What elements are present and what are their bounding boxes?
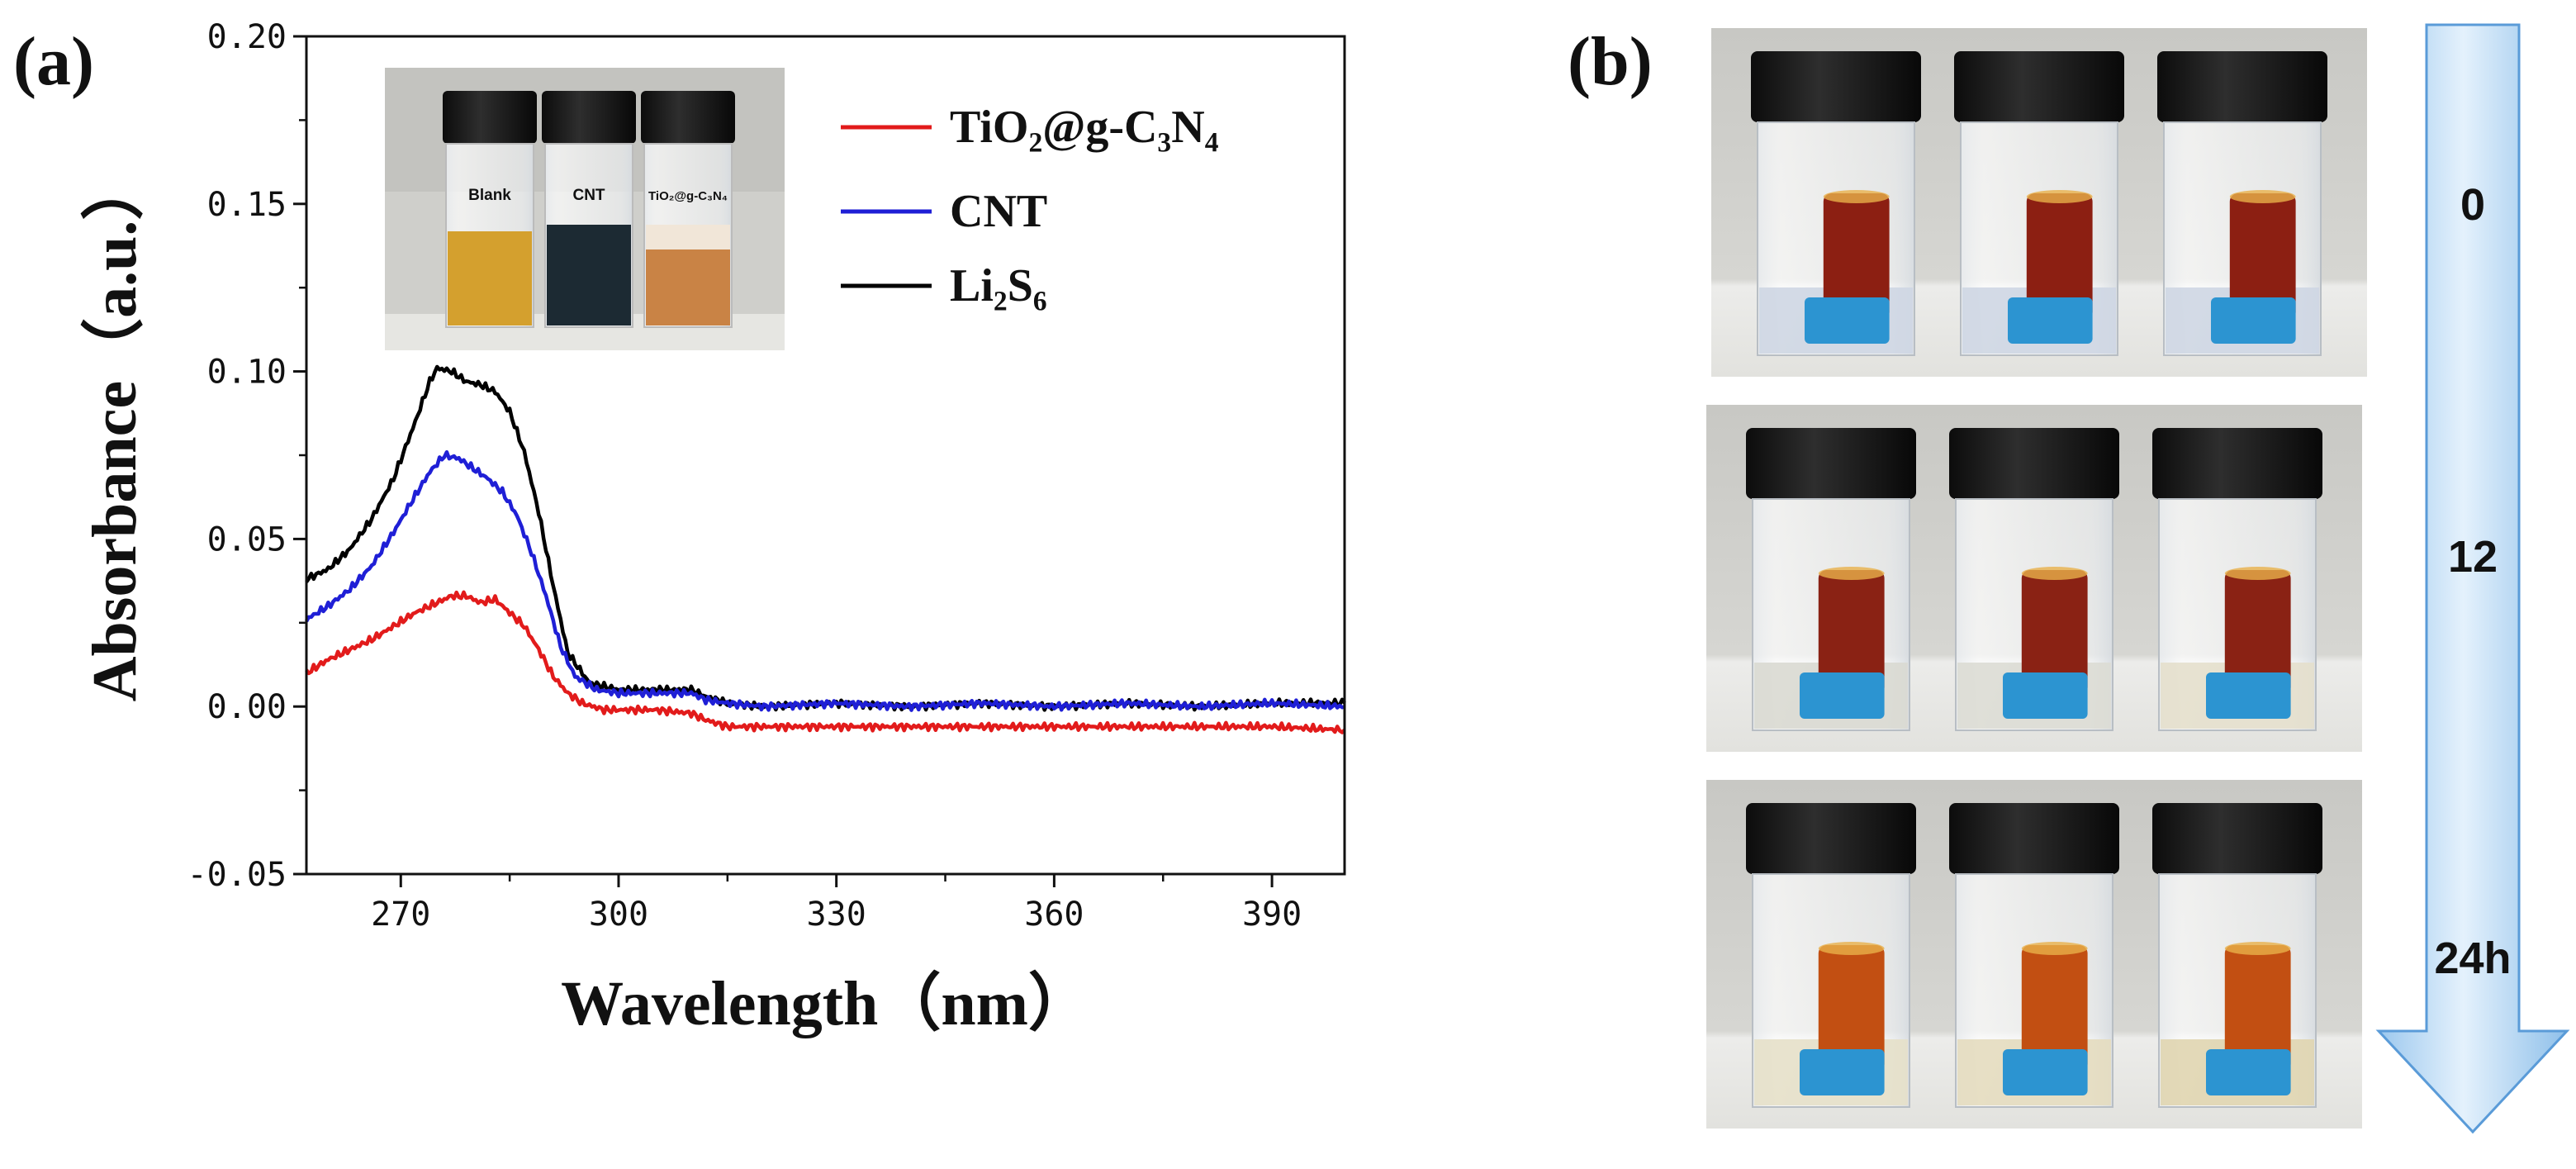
vial-photo-series	[1706, 28, 2367, 1129]
time-arrow-shape	[2375, 23, 2570, 1134]
inner-tube-rim	[1823, 190, 1890, 203]
y-tick-label: -0.05	[187, 856, 287, 894]
blue-separator	[2211, 297, 2296, 344]
inner-tube-rim	[2224, 567, 2291, 580]
inner-tube-polysulfide	[2021, 570, 2088, 696]
inner-tube-polysulfide	[1818, 570, 1885, 696]
vial-cap	[2157, 51, 2327, 122]
time-label-24h: 24h	[2434, 934, 2511, 983]
y-axis-title: Absorbance（a.u.）	[80, 158, 149, 702]
blue-separator	[2206, 1049, 2291, 1095]
blue-separator	[1805, 297, 1890, 344]
time-label-12: 12	[2448, 532, 2498, 582]
axis-ticks	[293, 35, 1274, 887]
inset-liquid-blank	[448, 231, 532, 326]
blue-separator	[2206, 672, 2291, 719]
x-tick-label: 300	[589, 896, 648, 934]
inset-label-blank: Blank	[468, 187, 511, 204]
chart-series	[305, 364, 1346, 734]
inner-tube-rim	[2224, 942, 2291, 955]
x-tick-label: 270	[371, 896, 430, 934]
legend-label-tio2: TiO₂@g-C₃N₄	[950, 102, 1219, 153]
inset-vial-cap-2	[542, 91, 636, 144]
vial-cap	[1746, 803, 1916, 874]
vial-cap	[2152, 803, 2322, 874]
inner-tube-rim	[2021, 942, 2088, 955]
inner-tube-rim	[2229, 190, 2296, 203]
y-tick-label: 0.10	[207, 354, 287, 392]
y-tick-label: 0.00	[207, 688, 287, 726]
blue-separator	[2008, 297, 2093, 344]
inset-liquid-foam	[646, 225, 730, 249]
inset-vial-cap-3	[641, 91, 735, 144]
inset-photo: Blank CNT TiO₂@g-C₃N₄	[385, 68, 785, 350]
inner-tube-rim	[2026, 190, 2093, 203]
inset-vial-cap-1	[443, 91, 537, 144]
series-tio2	[305, 590, 1346, 734]
vial-photo-row	[1711, 28, 2367, 377]
legend-label-li2s6: Li₂S₆	[950, 260, 1047, 311]
inner-tube-polysulfide	[2026, 193, 2093, 321]
vial-cap	[1751, 51, 1921, 122]
vial-photo-row	[1706, 405, 2362, 752]
series-cnt	[305, 449, 1345, 712]
inner-tube-polysulfide	[2224, 570, 2291, 696]
inset-label-tio2: TiO₂@g-C₃N₄	[648, 189, 728, 203]
x-tick-label: 330	[807, 896, 866, 934]
inner-tube-polysulfide	[1818, 945, 1885, 1072]
panel-label-a: (a)	[13, 23, 94, 100]
vial-cap	[1949, 803, 2119, 874]
x-tick-labels: 270 300 330 360 390	[371, 896, 1302, 934]
vial-cap	[1954, 51, 2124, 122]
y-tick-labels: -0.05 0.00 0.05 0.10 0.15 0.20	[187, 18, 287, 894]
inner-tube-polysulfide	[2229, 193, 2296, 321]
y-tick-label: 0.05	[207, 520, 287, 558]
vial-cap	[1746, 428, 1916, 499]
vial-cap	[2152, 428, 2322, 499]
y-tick-label: 0.15	[207, 186, 287, 224]
legend-label-cnt: CNT	[950, 186, 1047, 237]
inner-tube-rim	[1818, 942, 1885, 955]
blue-separator	[1800, 672, 1885, 719]
plot-frame	[305, 35, 1346, 876]
vial-photo-row	[1706, 780, 2362, 1129]
blue-separator	[2003, 672, 2088, 719]
blue-separator	[1800, 1049, 1885, 1095]
x-tick-label: 360	[1024, 896, 1084, 934]
inner-tube-polysulfide	[2224, 945, 2291, 1072]
absorbance-chart: -0.05 0.00 0.05 0.10 0.15 0.20 270 300 330 360 39…	[80, 18, 1346, 1038]
inset-label-cnt: CNT	[572, 187, 605, 204]
inner-tube-rim	[1818, 567, 1885, 580]
series-li2s6	[305, 364, 1346, 712]
inset-liquid-tio2	[646, 249, 730, 326]
x-axis-title: Wavelength（nm）	[561, 969, 1091, 1038]
x-tick-label: 390	[1242, 896, 1302, 934]
inner-tube-polysulfide	[1823, 193, 1890, 321]
panel-label-b: (b)	[1568, 23, 1653, 100]
blue-separator	[2003, 1049, 2088, 1095]
inset-liquid-cnt	[547, 225, 631, 326]
inner-tube-polysulfide	[2021, 945, 2088, 1072]
legend: TiO₂@g-C₃N₄ CNT Li₂S₆	[841, 102, 1219, 311]
y-tick-label: 0.20	[207, 18, 287, 56]
inner-tube-rim	[2021, 567, 2088, 580]
time-arrow: 0 12 24h	[2375, 23, 2570, 1134]
vial-cap	[1949, 428, 2119, 499]
time-label-0: 0	[2460, 180, 2485, 230]
